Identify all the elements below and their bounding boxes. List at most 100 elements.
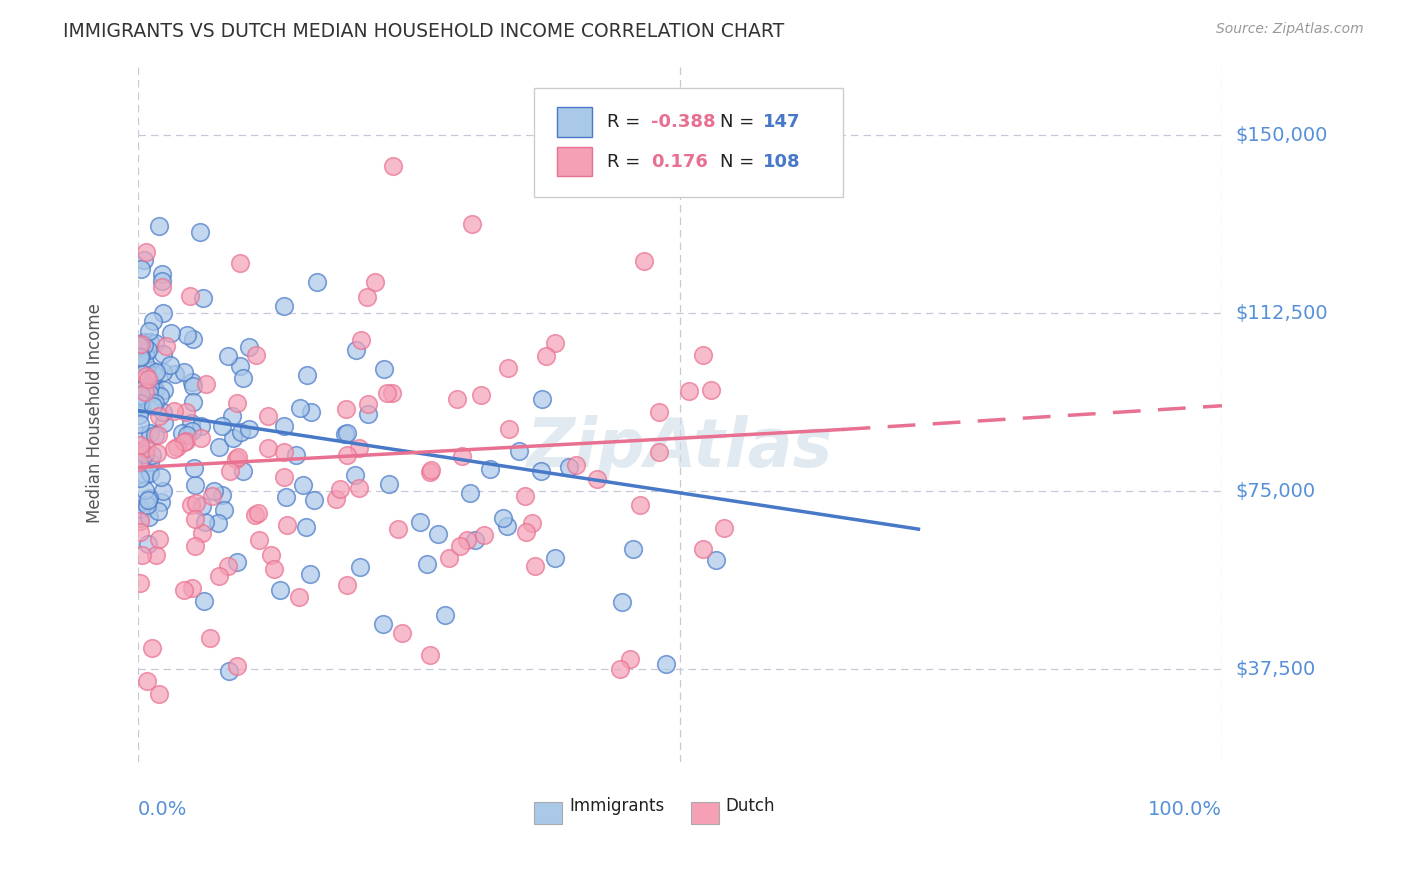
Point xyxy=(513,489,536,503)
Point xyxy=(305,275,328,289)
Point xyxy=(138,537,160,551)
Point xyxy=(139,466,162,480)
Point xyxy=(531,392,554,406)
Text: R =: R = xyxy=(607,153,647,170)
Point xyxy=(163,367,186,381)
Point xyxy=(496,360,519,375)
Text: Immigrants: Immigrants xyxy=(569,797,665,815)
Point xyxy=(225,452,247,467)
Point xyxy=(464,533,486,547)
Point xyxy=(228,359,250,373)
Point xyxy=(226,396,249,410)
Point xyxy=(148,532,170,546)
Point xyxy=(565,458,588,472)
Point xyxy=(166,441,188,455)
Point xyxy=(128,350,150,364)
Point xyxy=(170,426,193,441)
Point xyxy=(238,340,260,354)
Point xyxy=(208,569,231,583)
Point xyxy=(269,582,291,597)
Point xyxy=(193,516,215,530)
Point xyxy=(212,503,235,517)
Point xyxy=(183,461,205,475)
Bar xyxy=(557,107,592,136)
Point xyxy=(217,558,239,573)
Point xyxy=(129,511,152,525)
Text: R =: R = xyxy=(607,113,647,131)
Point xyxy=(377,386,399,401)
Point xyxy=(381,386,404,401)
Point xyxy=(391,625,413,640)
Point xyxy=(186,496,208,510)
Point xyxy=(218,664,240,678)
Point xyxy=(143,384,166,398)
Point xyxy=(232,371,254,385)
Point xyxy=(285,449,308,463)
Point xyxy=(633,253,655,268)
Point xyxy=(416,557,439,571)
Point xyxy=(648,405,671,419)
Point xyxy=(134,380,156,394)
Point xyxy=(146,446,169,460)
Point xyxy=(382,160,405,174)
Point xyxy=(373,362,395,376)
Point xyxy=(129,417,152,431)
Point xyxy=(544,551,567,566)
Point xyxy=(128,457,150,471)
Point xyxy=(136,498,159,512)
Text: N =: N = xyxy=(720,113,761,131)
Point xyxy=(135,245,157,260)
Point xyxy=(146,428,169,442)
Point xyxy=(148,219,170,234)
Point xyxy=(150,274,173,288)
Point xyxy=(148,504,170,518)
Point xyxy=(193,291,215,305)
Point xyxy=(134,483,156,497)
Point xyxy=(148,409,170,424)
Point xyxy=(229,425,252,439)
Point xyxy=(520,516,543,531)
Point xyxy=(173,365,195,379)
Point xyxy=(191,499,214,513)
Point xyxy=(183,332,205,346)
Point xyxy=(129,387,152,401)
Point xyxy=(621,541,644,556)
Point xyxy=(295,520,318,534)
Point xyxy=(132,428,155,442)
Point xyxy=(543,336,565,351)
Text: IMMIGRANTS VS DUTCH MEDIAN HOUSEHOLD INCOME CORRELATION CHART: IMMIGRANTS VS DUTCH MEDIAN HOUSEHOLD INC… xyxy=(63,22,785,41)
Point xyxy=(273,444,295,458)
Point xyxy=(152,483,174,498)
Point xyxy=(139,455,162,469)
Point xyxy=(211,488,233,502)
Point xyxy=(139,379,162,393)
Point xyxy=(221,409,243,423)
Point xyxy=(143,336,166,351)
Point xyxy=(184,539,207,553)
Point xyxy=(243,508,266,522)
Point xyxy=(160,326,183,340)
Point xyxy=(150,495,173,509)
Text: Median Household Income: Median Household Income xyxy=(86,303,104,523)
Point xyxy=(163,442,186,456)
Point xyxy=(136,343,159,358)
Point xyxy=(135,441,157,455)
Point xyxy=(152,404,174,418)
Point xyxy=(276,518,298,533)
Point xyxy=(419,648,441,662)
Point xyxy=(184,512,207,526)
Point xyxy=(176,428,198,442)
Point xyxy=(176,328,198,343)
Point xyxy=(152,306,174,320)
Point xyxy=(347,441,370,455)
Point xyxy=(190,431,212,445)
Point xyxy=(135,368,157,383)
Point xyxy=(350,333,373,347)
Point xyxy=(273,469,295,483)
Point xyxy=(299,404,322,418)
Point xyxy=(349,559,371,574)
Point xyxy=(530,464,553,478)
Point xyxy=(138,509,160,524)
Point xyxy=(226,450,249,464)
Point xyxy=(371,617,394,632)
